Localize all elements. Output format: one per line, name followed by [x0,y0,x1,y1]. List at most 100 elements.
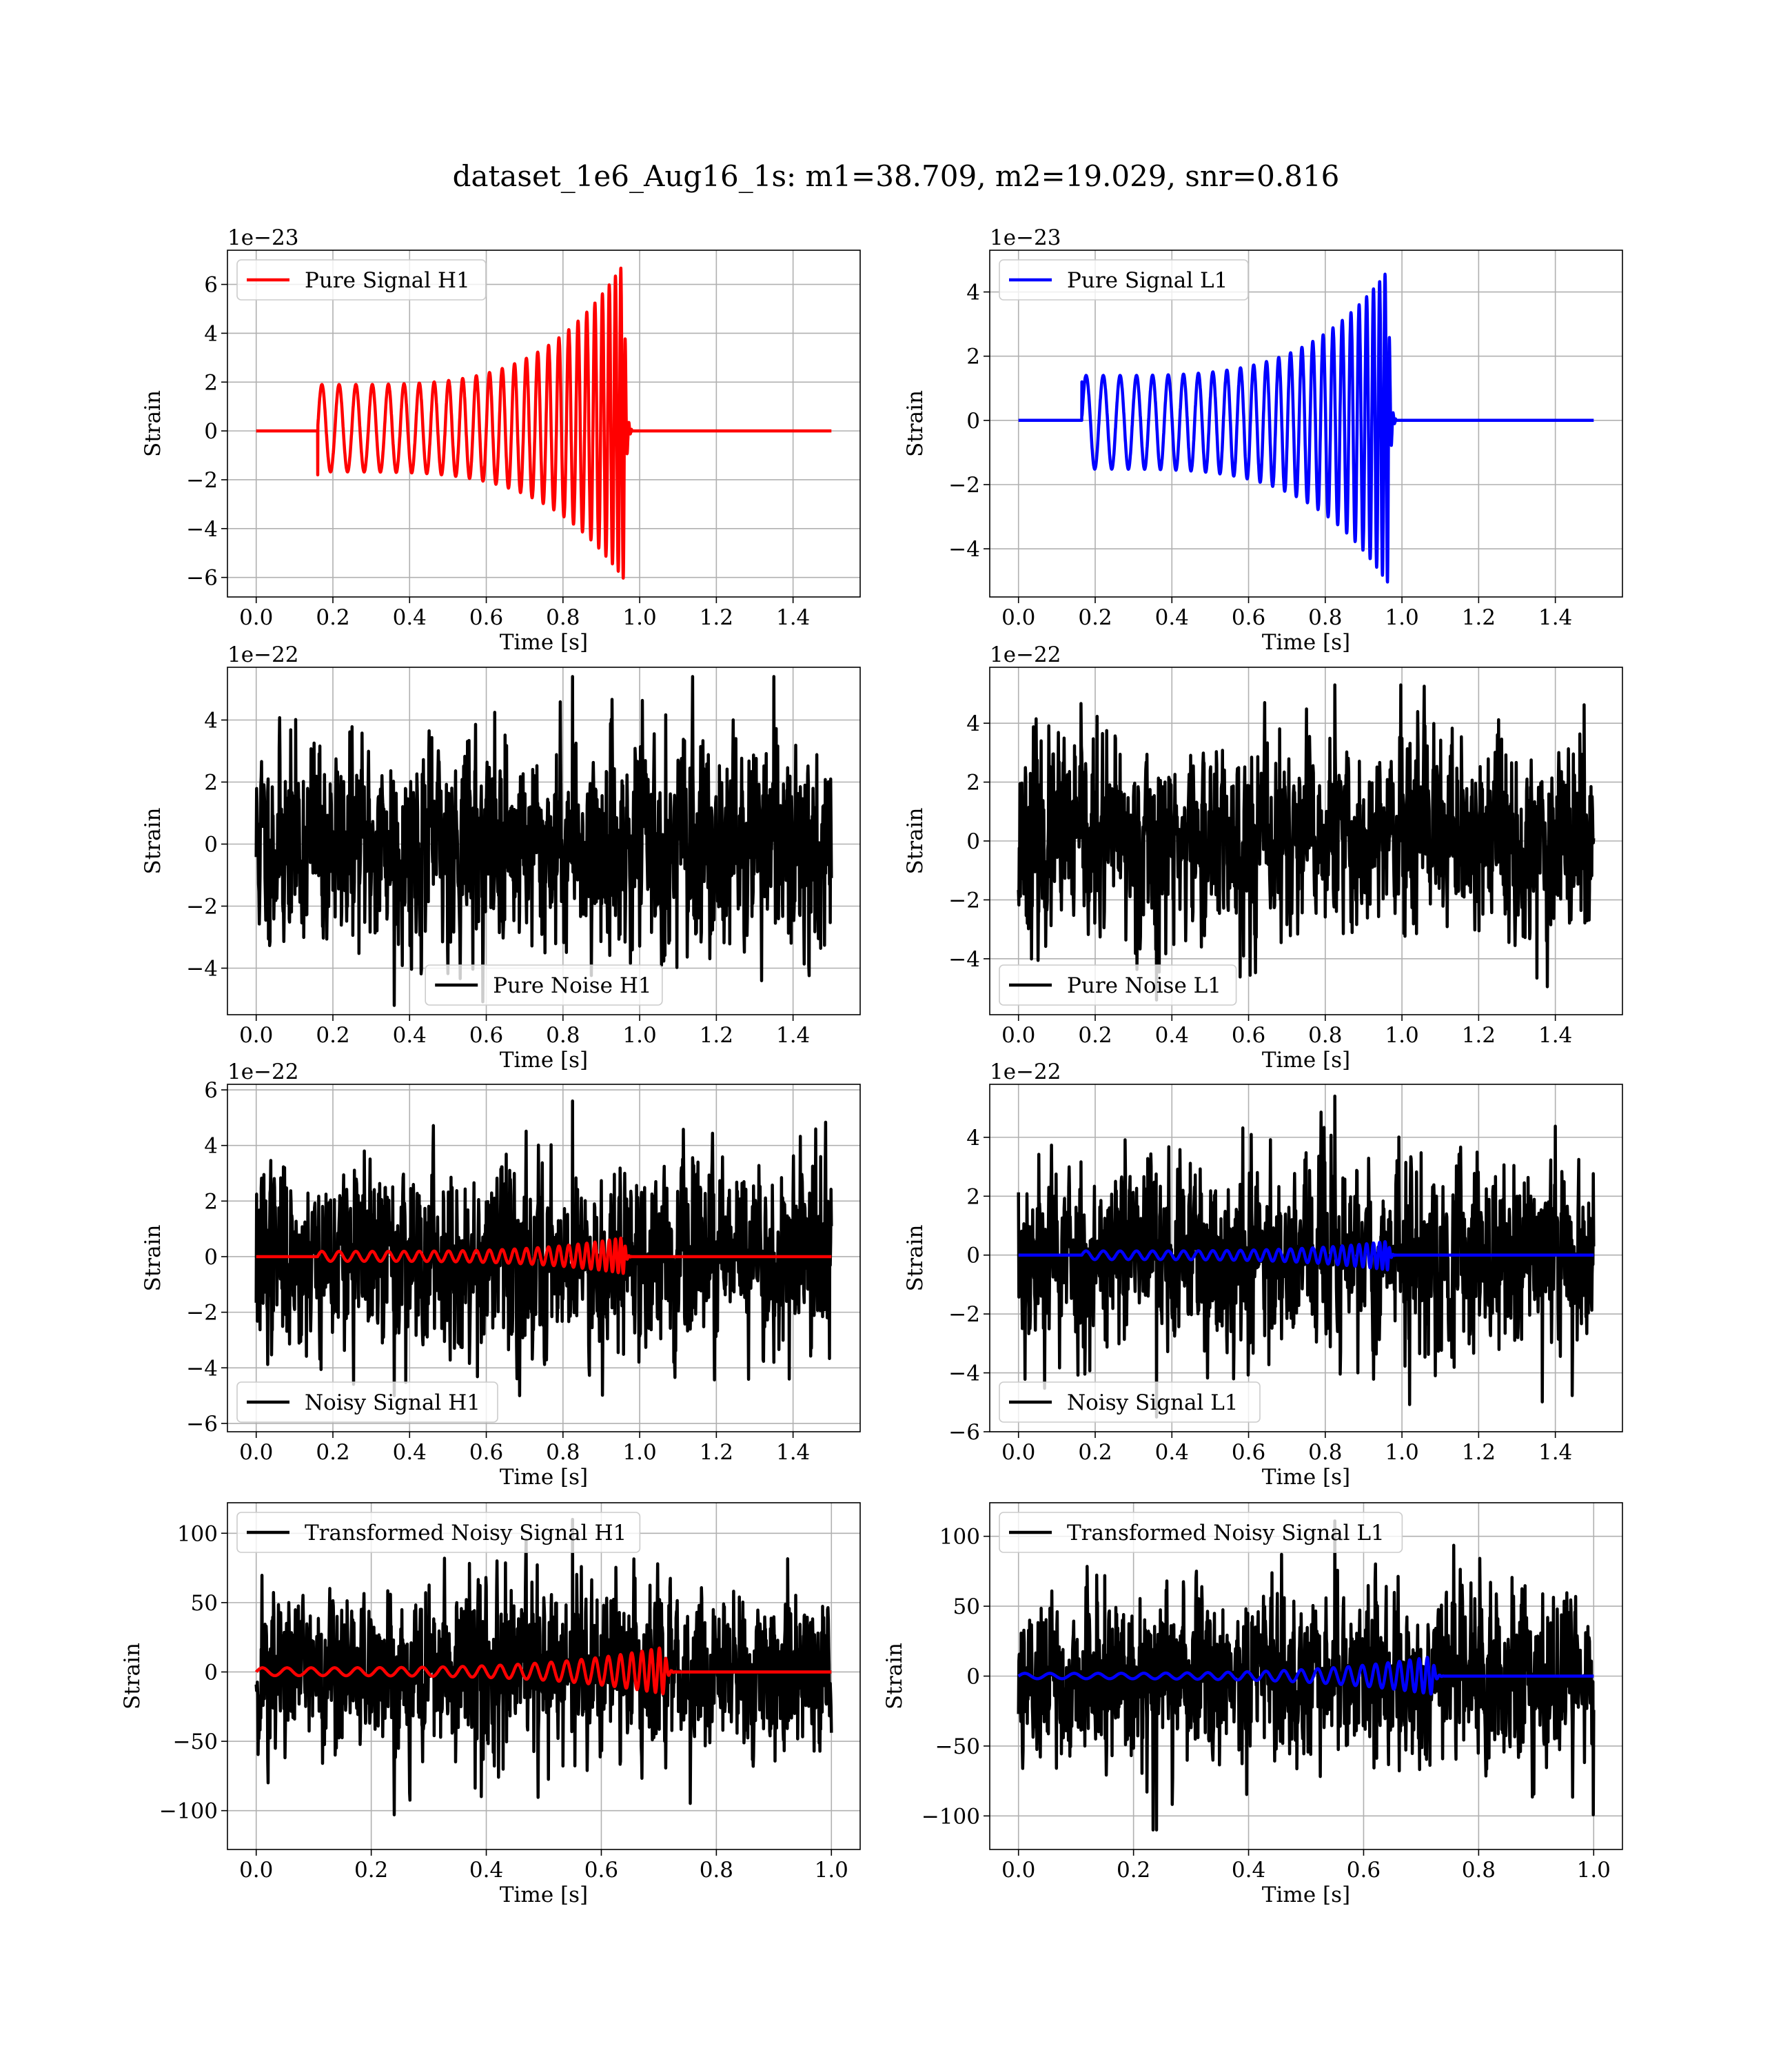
x-axis-label: Time [s] [1262,1465,1350,1490]
y-tick-label: −50 [173,1730,218,1754]
series-line [1017,1519,1596,1832]
x-tick-label: 1.4 [1538,1023,1572,1048]
legend: Noisy Signal H1 [236,1381,498,1423]
x-tick-label: 0.4 [469,1858,503,1883]
x-tick-label: 0.8 [546,605,580,630]
y-axis-label: Strain [141,390,165,457]
legend-box [999,964,1237,1006]
y-tick-label: −4 [186,517,218,542]
series-line [254,1236,833,1275]
y-tick-label: −2 [186,468,218,493]
x-tick-label: 0.8 [546,1440,580,1465]
x-tick-label: 1.0 [815,1858,848,1883]
y-tick-label: −4 [948,947,980,972]
x-tick-label: 1.4 [776,605,810,630]
y-tick-label: −2 [948,888,980,913]
y-tick-label: 2 [204,1189,218,1214]
x-tick-label: 1.2 [700,1440,733,1465]
x-tick-label: 1.2 [1462,1440,1496,1465]
x-tick-label: 1.2 [1462,1023,1496,1048]
axes-frame [989,250,1623,598]
x-tick-label: 1.2 [700,605,733,630]
subplot-noisy-signal-l1: 0.0 0.2 0.4 0.6 0.8 1.0 1.2 1.4 −6 −4 −2 0 2 4 Time [s… [903,1060,1623,1490]
y-tick-label: 2 [204,771,218,795]
y-tick-label: 100 [177,1521,218,1546]
y-offset-text: 1e−22 [990,642,1061,667]
x-axis-label: Time [s] [1262,1048,1350,1073]
x-tick-label: 1.2 [1462,605,1496,630]
subplot-pure-signal-h1: 0.0 0.2 0.4 0.6 0.8 1.0 1.2 1.4 −6 −4 −2 0 2 4 6 Time [… [141,225,861,655]
y-axis-label: Strain [882,1643,907,1710]
x-tick-label: 0.0 [239,1440,273,1465]
x-tick-label: 1.0 [1577,1858,1611,1883]
plot-area [1017,1519,1596,1832]
y-tick-label: −100 [159,1799,218,1824]
y-tick-label: 6 [204,273,218,298]
y-tick-label: 4 [966,711,980,736]
legend-label: Pure Noise H1 [493,973,651,998]
x-tick-label: 1.0 [1385,1440,1418,1465]
x-tick-label: 0.6 [584,1858,618,1883]
series-line [254,675,833,1007]
series-line [254,1099,833,1397]
legend: Pure Noise L1 [999,964,1237,1006]
y-tick-label: 6 [204,1078,218,1103]
y-tick-label: 2 [966,345,980,369]
legend-box [236,1381,498,1423]
series-line [1017,1240,1596,1272]
legend-label: Transformed Noisy Signal L1 [1067,1521,1385,1545]
y-tick-label: 0 [966,1665,980,1690]
y-axis-label: Strain [141,808,165,875]
legend-label: Noisy Signal H1 [305,1390,480,1415]
x-tick-label: 0.4 [1155,1023,1189,1048]
x-tick-label: 0.8 [1308,605,1342,630]
y-tick-label: 0 [204,833,218,858]
y-tick-label: 2 [966,771,980,795]
x-tick-label: 1.4 [1538,1440,1572,1465]
plot-area [254,1099,833,1397]
x-tick-label: 0.4 [1155,1440,1189,1465]
y-tick-label: −4 [948,537,980,562]
series-line [1017,683,1596,1002]
y-tick-label: −2 [948,1302,980,1327]
legend: Pure Signal L1 [999,259,1249,301]
x-tick-label: 0.0 [1001,605,1035,630]
y-tick-label: 0 [204,1660,218,1685]
x-tick-label: 0.0 [239,1023,273,1048]
x-tick-label: 0.2 [1078,1023,1112,1048]
x-tick-label: 0.6 [469,1023,503,1048]
y-axis-label: Strain [120,1643,145,1710]
x-tick-label: 1.0 [1385,1023,1418,1048]
x-axis-label: Time [s] [1262,630,1350,655]
plot-area [254,266,833,580]
y-tick-label: −6 [186,1412,218,1437]
legend: Pure Signal H1 [236,259,487,301]
plot-area [1017,272,1596,584]
y-axis-label: Strain [141,1225,165,1292]
x-tick-label: 0.6 [469,605,503,630]
x-tick-label: 0.8 [1308,1440,1342,1465]
series-line [254,1517,833,1816]
series-line [1017,1656,1596,1696]
y-axis-label: Strain [903,390,928,457]
x-tick-label: 0.8 [700,1858,733,1883]
x-axis-label: Time [s] [500,630,588,655]
x-tick-label: 0.2 [1078,605,1112,630]
x-tick-label: 0.2 [316,605,349,630]
y-tick-label: 4 [204,1134,218,1159]
legend: Pure Noise H1 [425,964,663,1006]
y-tick-label: 0 [204,419,218,444]
x-tick-label: 1.2 [700,1023,733,1048]
y-offset-text: 1e−22 [227,1060,299,1084]
y-tick-label: −100 [922,1804,980,1829]
x-tick-label: 0.6 [1232,1023,1265,1048]
y-tick-label: 100 [939,1525,980,1550]
x-tick-label: 0.4 [393,605,427,630]
y-tick-label: 2 [204,370,218,395]
x-tick-label: 0.0 [239,605,273,630]
x-tick-label: 0.6 [1232,1440,1265,1465]
series-line [1017,1094,1596,1419]
y-tick-label: −6 [186,566,218,591]
subplot-pure-noise-h1: 0.0 0.2 0.4 0.6 0.8 1.0 1.2 1.4 −4 −2 0 2 4 Time [s] S… [141,642,861,1073]
x-tick-label: 1.4 [776,1440,810,1465]
